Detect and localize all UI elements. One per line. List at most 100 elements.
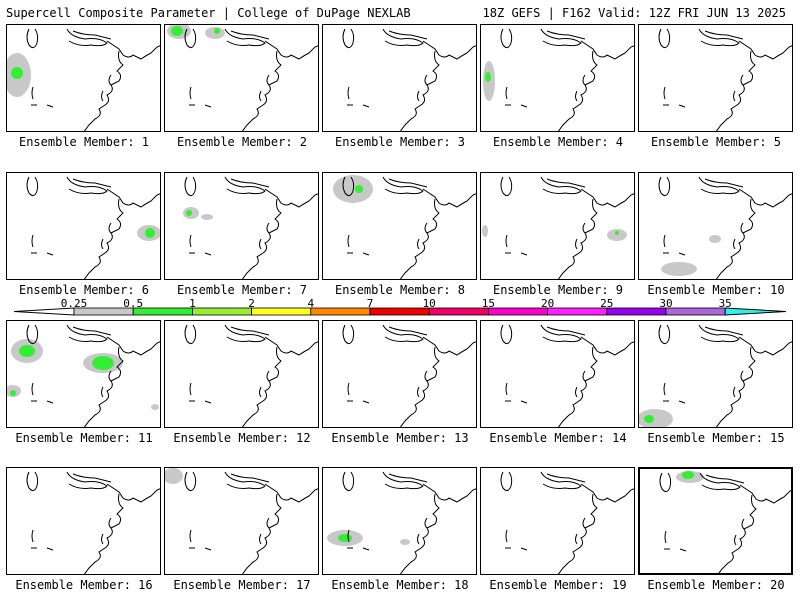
member-map-graphic [639,324,792,427]
color-scale-bar [13,307,787,316]
coastline [66,176,108,195]
coastline [224,28,266,47]
coastline [66,28,108,47]
ensemble-member-map-20[interactable] [638,467,793,575]
coastline [46,547,54,551]
ensemble-member-map-19[interactable] [480,467,635,575]
ensemble-member-map-9[interactable] [480,172,635,280]
coastline [31,382,34,396]
coastline [424,74,428,86]
coastline [664,530,667,544]
coastline [417,238,420,250]
coastline [658,176,671,197]
coastline [101,533,104,545]
scp-contour-area [165,468,183,484]
ensemble-member-map-12[interactable] [164,320,319,428]
colorbar-tick-label: 7 [366,297,374,310]
coastline [505,86,508,100]
ensemble-member-map-13[interactable] [322,320,477,428]
ensemble-member-label: Ensemble Member: 19 [489,578,627,592]
coastline [264,336,318,356]
coastline [582,370,586,382]
ensemble-member-map-4[interactable] [480,24,635,132]
colorbar-tick-label: 0.25 [60,297,88,310]
coastline [557,50,598,131]
ensemble-member-map-6[interactable] [6,172,161,280]
coastline [101,238,104,250]
coastline [718,494,757,573]
coastline [83,346,124,427]
coastline [83,198,124,279]
coastline [705,474,745,484]
coastline [26,28,39,49]
ensemble-member-label: Ensemble Member: 8 [334,283,466,297]
scp-contour-area [338,534,352,542]
ensemble-member-map-8[interactable] [322,172,477,280]
coastline [546,473,586,483]
ensemble-member-map-11[interactable] [6,320,161,428]
coastline [26,176,39,197]
coastline [264,483,318,503]
coastline [505,234,508,248]
coastline [575,238,578,250]
coastline [422,188,476,208]
ensemble-member-map-17[interactable] [164,467,319,575]
coastline [699,472,741,491]
coastline [230,326,270,336]
ensemble-member-map-10[interactable] [638,172,793,280]
coastline [266,517,270,529]
coastline [417,386,420,398]
coastline [417,533,420,545]
member-map-graphic [658,176,792,279]
scp-contour-area [682,471,694,479]
coastline [580,483,634,503]
coastline [388,178,428,188]
ensemble-member-map-5[interactable] [638,24,793,132]
coastline [520,252,528,256]
colorbar-segment [487,307,548,316]
coastline [230,30,270,40]
ensemble-member-label: Ensemble Member: 6 [18,283,150,297]
coastline [733,90,736,102]
ensemble-member-map-7[interactable] [164,172,319,280]
coastline [362,104,370,108]
coastline [184,176,197,197]
ensemble-member-map-3[interactable] [322,24,477,132]
coastline [382,324,424,343]
coastline [557,198,598,279]
ensemble-member-label: Ensemble Member: 12 [173,431,311,445]
member-map-graphic [165,468,318,574]
coastline [83,50,124,131]
member-map-graphic [342,28,476,131]
coastline [264,188,318,208]
ensemble-member-map-14[interactable] [480,320,635,428]
member-map-graphic [7,324,160,427]
ensemble-member-map-1[interactable] [6,24,161,132]
ensemble-member-label: Ensemble Member: 7 [176,283,308,297]
coastline [715,198,756,279]
coastline [189,382,192,396]
colorbar-tick-label: 15 [481,297,496,310]
coastline [582,222,586,234]
coastline [382,176,424,195]
scp-contour-area [10,390,16,396]
ensemble-member-map-2[interactable] [164,24,319,132]
ensemble-member-map-18[interactable] [322,467,477,575]
coastline [106,188,160,208]
coastline [106,40,160,60]
ensemble-member-map-15[interactable] [638,320,793,428]
coastline [417,90,420,102]
colorbar-segment [606,307,667,316]
coastline [342,471,355,492]
ensemble-member-label: Ensemble Member: 11 [15,431,153,445]
coastline [46,400,54,404]
coastline [546,326,586,336]
scp-contour-area [11,67,23,79]
coastline [31,234,34,248]
coastline [46,104,54,108]
coastline [422,40,476,60]
colorbar-tick-label: 35 [718,297,732,310]
coastline [678,104,686,108]
ensemble-member-map-16[interactable] [6,467,161,575]
scp-contour-area [482,225,488,237]
